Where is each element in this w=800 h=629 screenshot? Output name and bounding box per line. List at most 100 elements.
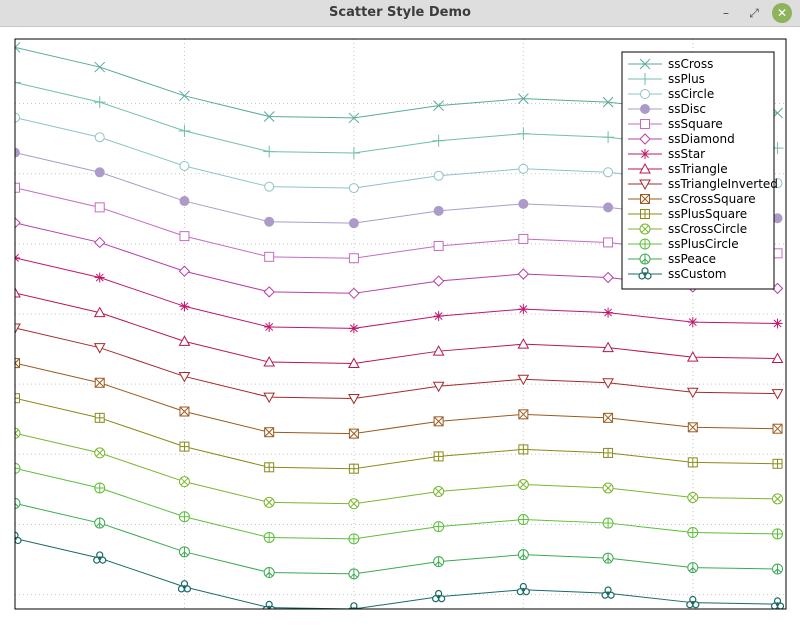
data-point-ssDisc-3	[264, 216, 275, 227]
legend-swatch-marker	[639, 73, 651, 85]
legend-item-ssCustom: ssCustom	[628, 267, 726, 281]
data-point-ssCross-5	[433, 100, 444, 111]
data-point-ssPlus-0	[15, 76, 21, 89]
legend-label: ssPlusSquare	[668, 207, 747, 221]
data-point-ssPlus-5	[432, 134, 445, 147]
data-point-ssCross-2	[179, 90, 190, 102]
legend-label: ssTriangle	[668, 162, 728, 176]
legend-item-ssCircle: ssCircle	[628, 87, 714, 101]
data-point-ssStar-3	[264, 321, 275, 332]
data-point-ssCross-7	[602, 96, 614, 108]
data-point-ssDisc-4	[348, 218, 359, 229]
data-point-ssCustom-4	[347, 602, 360, 609]
data-point-ssStar-9	[772, 318, 783, 329]
data-point-ssCustom-8	[686, 595, 700, 609]
data-point-ssPlusCircle-6	[517, 514, 529, 526]
data-point-ssCircle-0	[15, 112, 20, 123]
data-point-ssPlusCircle-5	[433, 521, 445, 533]
minimize-icon[interactable]: –	[723, 6, 729, 20]
window-title: Scatter Style Demo	[329, 5, 471, 20]
data-point-ssDiamond-7	[602, 271, 614, 284]
data-point-ssPeace-2	[178, 546, 190, 558]
window-titlebar: Scatter Style Demo – ⤢ ✕	[0, 0, 800, 27]
legend-item-ssPlus: ssPlus	[628, 72, 705, 86]
data-point-ssDiamond-4	[348, 287, 360, 300]
legend-item-ssCrossSquare: ssCrossSquare	[628, 192, 756, 206]
data-point-ssStar-1	[94, 272, 105, 283]
data-point-ssPlusSquare-0	[15, 393, 20, 404]
maximize-icon[interactable]: ⤢	[749, 6, 759, 20]
data-point-ssPeace-4	[348, 568, 360, 580]
data-point-ssTriangleInverted-4	[348, 394, 360, 405]
series-ssStar	[15, 252, 783, 334]
legend-item-ssPlusCircle: ssPlusCircle	[628, 237, 739, 251]
data-point-ssPlusCircle-1	[94, 482, 106, 494]
legend: ssCrossssPlusssCirclessDiscssSquaressDia…	[621, 51, 778, 290]
data-point-ssCross-0	[15, 42, 21, 53]
data-point-ssPlus-1	[93, 96, 106, 109]
legend-swatch-marker	[640, 119, 650, 129]
data-point-ssCustom-9	[770, 597, 785, 609]
series-line-ssPlusSquare	[15, 397, 778, 470]
data-point-ssCustom-0	[15, 531, 22, 545]
data-point-ssCircle-2	[179, 160, 190, 171]
data-point-ssPeace-5	[433, 556, 445, 568]
legend-label: ssDiamond	[668, 132, 735, 146]
data-point-ssCrossCircle-7	[602, 482, 614, 494]
data-point-ssCrossCircle-1	[94, 447, 106, 459]
close-icon[interactable]: ✕	[772, 3, 792, 23]
series-ssPlusCircle	[15, 462, 784, 545]
data-point-ssCircle-5	[433, 170, 444, 181]
legend-label: ssTriangleInverted	[668, 177, 778, 191]
data-point-ssDiamond-6	[517, 268, 530, 280]
data-point-ssCrossCircle-6	[517, 478, 529, 490]
legend-label: ssCustom	[668, 267, 726, 281]
data-point-ssCustom-2	[177, 580, 192, 593]
data-point-ssDiamond-0	[15, 217, 21, 229]
data-point-ssStar-4	[348, 323, 359, 334]
data-point-ssPlusSquare-4	[348, 463, 359, 474]
data-point-ssPeace-9	[772, 563, 784, 575]
data-point-ssDiamond-2	[178, 265, 191, 277]
series-ssTriangleInverted	[15, 323, 784, 405]
data-point-ssTriangle-9	[771, 352, 784, 364]
legend-swatch-marker	[640, 149, 650, 159]
series-line-ssStar	[15, 257, 778, 329]
data-point-ssPlus-4	[347, 147, 360, 159]
legend-swatch-marker	[638, 267, 652, 280]
data-point-ssSquare-4	[348, 253, 359, 264]
data-point-ssDiamond-5	[432, 275, 445, 287]
data-point-ssTriangleInverted-6	[517, 374, 530, 386]
series-line-ssPlusCircle	[15, 467, 778, 540]
legend-label: ssDisc	[668, 102, 706, 116]
data-point-ssPeace-7	[602, 552, 614, 564]
legend-swatch-marker	[639, 253, 651, 265]
data-point-ssCircle-4	[348, 183, 359, 194]
data-point-ssStar-8	[687, 317, 698, 328]
data-point-ssCrossCircle-2	[178, 476, 190, 488]
data-point-ssPeace-1	[94, 517, 106, 529]
legend-item-ssTriangle: ssTriangle	[628, 162, 728, 176]
data-point-ssTriangle-8	[686, 351, 699, 362]
legend-swatch-marker	[640, 89, 650, 99]
data-point-ssPlusCircle-2	[178, 511, 190, 523]
data-point-ssDisc-6	[518, 198, 529, 209]
plot-canvas[interactable]: ssCross ssPlus ssCircle ssDisc ssSquare ssDia…	[0, 27, 800, 625]
series-ssTriangle	[15, 286, 784, 368]
data-point-ssTriangleInverted-3	[263, 392, 276, 404]
plot-frame	[14, 38, 787, 610]
data-point-ssPlusCircle-3	[263, 531, 275, 543]
legend-swatch-marker	[640, 104, 650, 114]
data-point-ssPeace-8	[687, 562, 699, 574]
data-point-ssStar-5	[433, 311, 444, 322]
series-ssCrossCircle	[15, 427, 784, 510]
data-point-ssPlus-3	[263, 145, 276, 158]
scatter-plot: ssCrossssPlusssCirclessDiscssSquaressDia…	[14, 38, 787, 610]
data-point-ssTriangleInverted-5	[432, 381, 445, 393]
data-point-ssPlusCircle-8	[687, 527, 699, 539]
data-point-ssPlusSquare-1	[94, 412, 105, 423]
data-point-ssCrossCircle-5	[433, 485, 445, 497]
data-point-ssPlusSquare-2	[179, 441, 190, 452]
data-point-ssCrossSquare-2	[179, 406, 190, 417]
data-point-ssCrossCircle-9	[772, 493, 784, 505]
